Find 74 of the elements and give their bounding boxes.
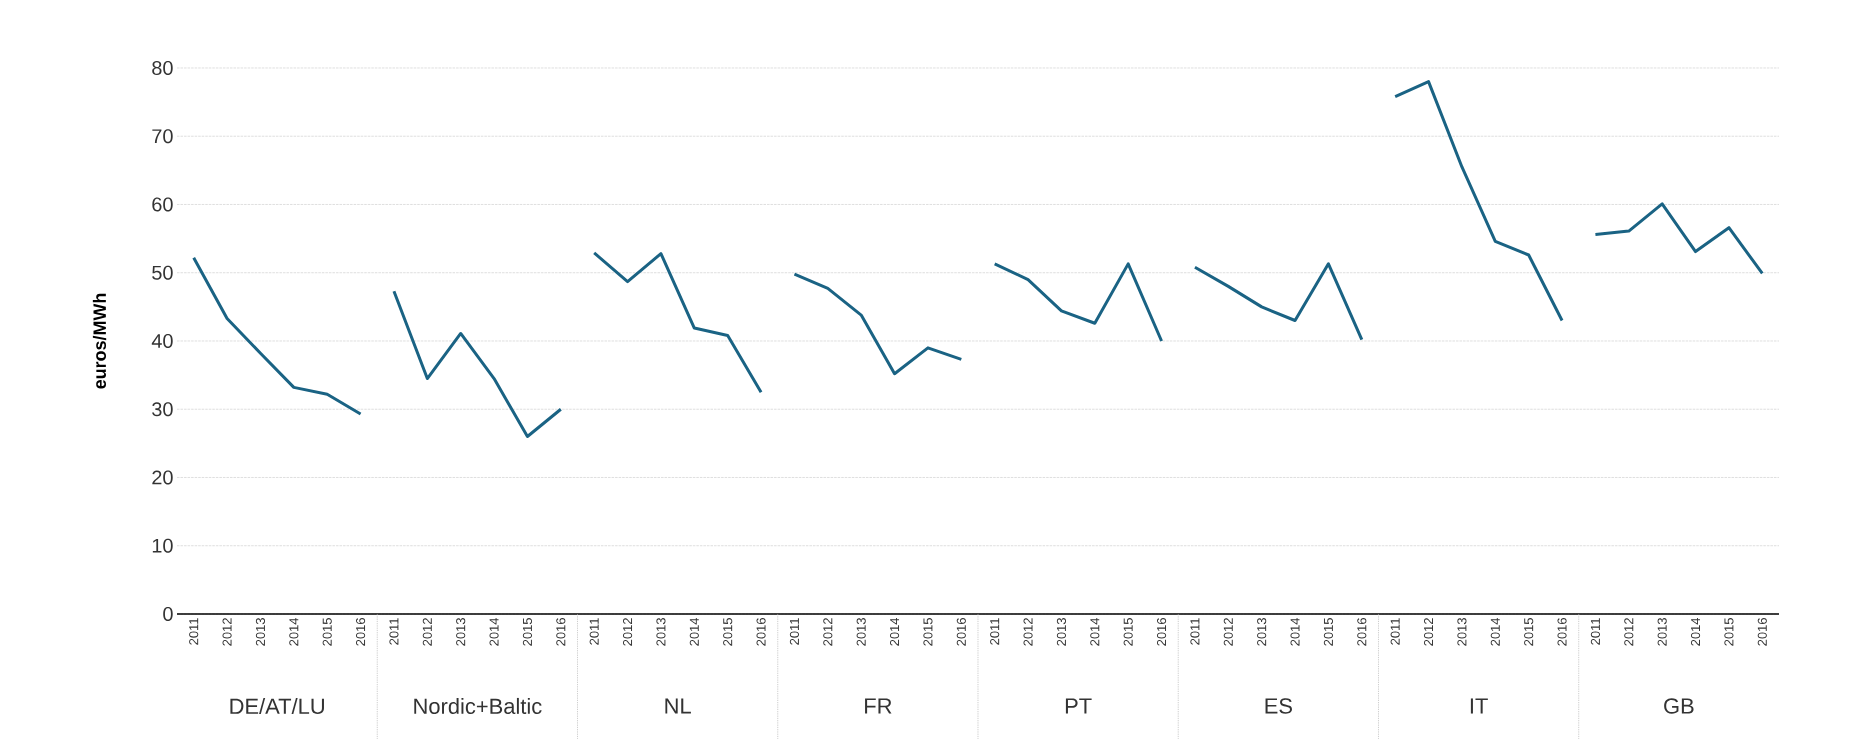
line-series (192, 256, 363, 416)
x-tick-label: 2014 (889, 617, 900, 646)
x-tick-label: 2012 (422, 618, 432, 646)
x-tick-label: 2016 (956, 618, 966, 646)
x-tick-label: 2012 (1023, 618, 1033, 646)
x-tick-label: 2014 (1090, 617, 1100, 646)
text: Nordic+Baltic (414, 697, 542, 715)
x-tick-label: 2011 (1190, 618, 1200, 645)
x-tick-label: 2014 (1690, 617, 1701, 646)
text: NL (665, 698, 691, 714)
text: PT (1065, 698, 1092, 714)
y-axis-title: euros/MWh (92, 293, 107, 389)
x-tick-label: 2014 (1490, 617, 1500, 646)
line-series (1393, 80, 1564, 323)
line-series (592, 251, 763, 394)
y-tick-label: 10 (152, 538, 173, 553)
x-tick-label: 2013 (456, 618, 466, 646)
text: GB (1664, 698, 1694, 714)
x-tick-label: 2015 (1323, 618, 1334, 646)
y-tick-label: 80 (152, 60, 173, 76)
x-tick-label: 2011 (189, 618, 199, 645)
x-tick-label: 2016 (1757, 618, 1767, 646)
y-tick-label: 30 (152, 402, 173, 417)
x-tick-label: 2016 (1357, 618, 1367, 646)
line-series (993, 262, 1164, 343)
x-tick-label: 2015 (923, 618, 933, 646)
x-tick-label: 2014 (289, 617, 299, 646)
y-tick-label: 0 (163, 606, 173, 622)
x-tick-label: 2013 (1056, 618, 1067, 646)
x-tick-label: 2012 (1423, 618, 1434, 646)
line-series (792, 272, 963, 376)
x-tick-label: 2013 (656, 618, 666, 646)
x-tick-label: 2015 (1724, 618, 1734, 646)
x-tick-label: 2011 (1390, 618, 1400, 645)
x-tick-label: 2015 (723, 618, 733, 646)
x-tick-label: 2012 (222, 618, 232, 646)
line-series (392, 289, 563, 439)
x-tick-label: 2012 (1223, 618, 1233, 646)
x-tick-label: 2016 (1557, 618, 1567, 646)
x-tick-label: 2014 (689, 617, 699, 646)
x-tick-label: 2011 (589, 618, 599, 645)
y-tick-label: 50 (152, 265, 173, 280)
x-tick-label: 2016 (756, 618, 766, 646)
x-tick-label: 2011 (789, 618, 800, 645)
text: DE/AT/LU (230, 697, 324, 715)
line-series (1193, 262, 1364, 342)
text: ES (1265, 698, 1292, 714)
y-tick-label: 20 (152, 470, 173, 485)
x-tick-label: 2013 (856, 618, 866, 646)
x-tick-label: 2015 (522, 618, 533, 646)
x-tick-label: 2015 (322, 618, 332, 646)
x-tick-label: 2011 (990, 618, 1000, 645)
x-tick-label: 2011 (1590, 618, 1600, 645)
x-tick-label: 2016 (355, 618, 366, 646)
x-tick-label: 2012 (622, 618, 633, 646)
x-tick-label: 2012 (823, 618, 833, 646)
x-tick-label: 2012 (1624, 618, 1634, 646)
x-tick-label: 2016 (556, 618, 566, 646)
y-tick-label: 40 (151, 333, 173, 349)
y-tick-label: 70 (152, 129, 173, 144)
x-tick-label: 2016 (1156, 618, 1167, 646)
x-tick-label: 2015 (1123, 618, 1133, 646)
text: IT (1470, 698, 1488, 714)
text: FR (865, 698, 892, 714)
line-series (1593, 202, 1764, 275)
x-tick-label: 2015 (1524, 618, 1534, 646)
x-tick-label: 2014 (489, 617, 499, 646)
x-tick-label: 2013 (1657, 618, 1667, 646)
x-tick-label: 2011 (389, 618, 399, 645)
x-tick-label: 2013 (1457, 618, 1467, 646)
x-tick-label: 2013 (255, 618, 266, 646)
x-tick-label: 2014 (1290, 617, 1300, 646)
y-tick-label: 60 (152, 197, 173, 212)
x-tick-label: 2013 (1257, 618, 1267, 646)
